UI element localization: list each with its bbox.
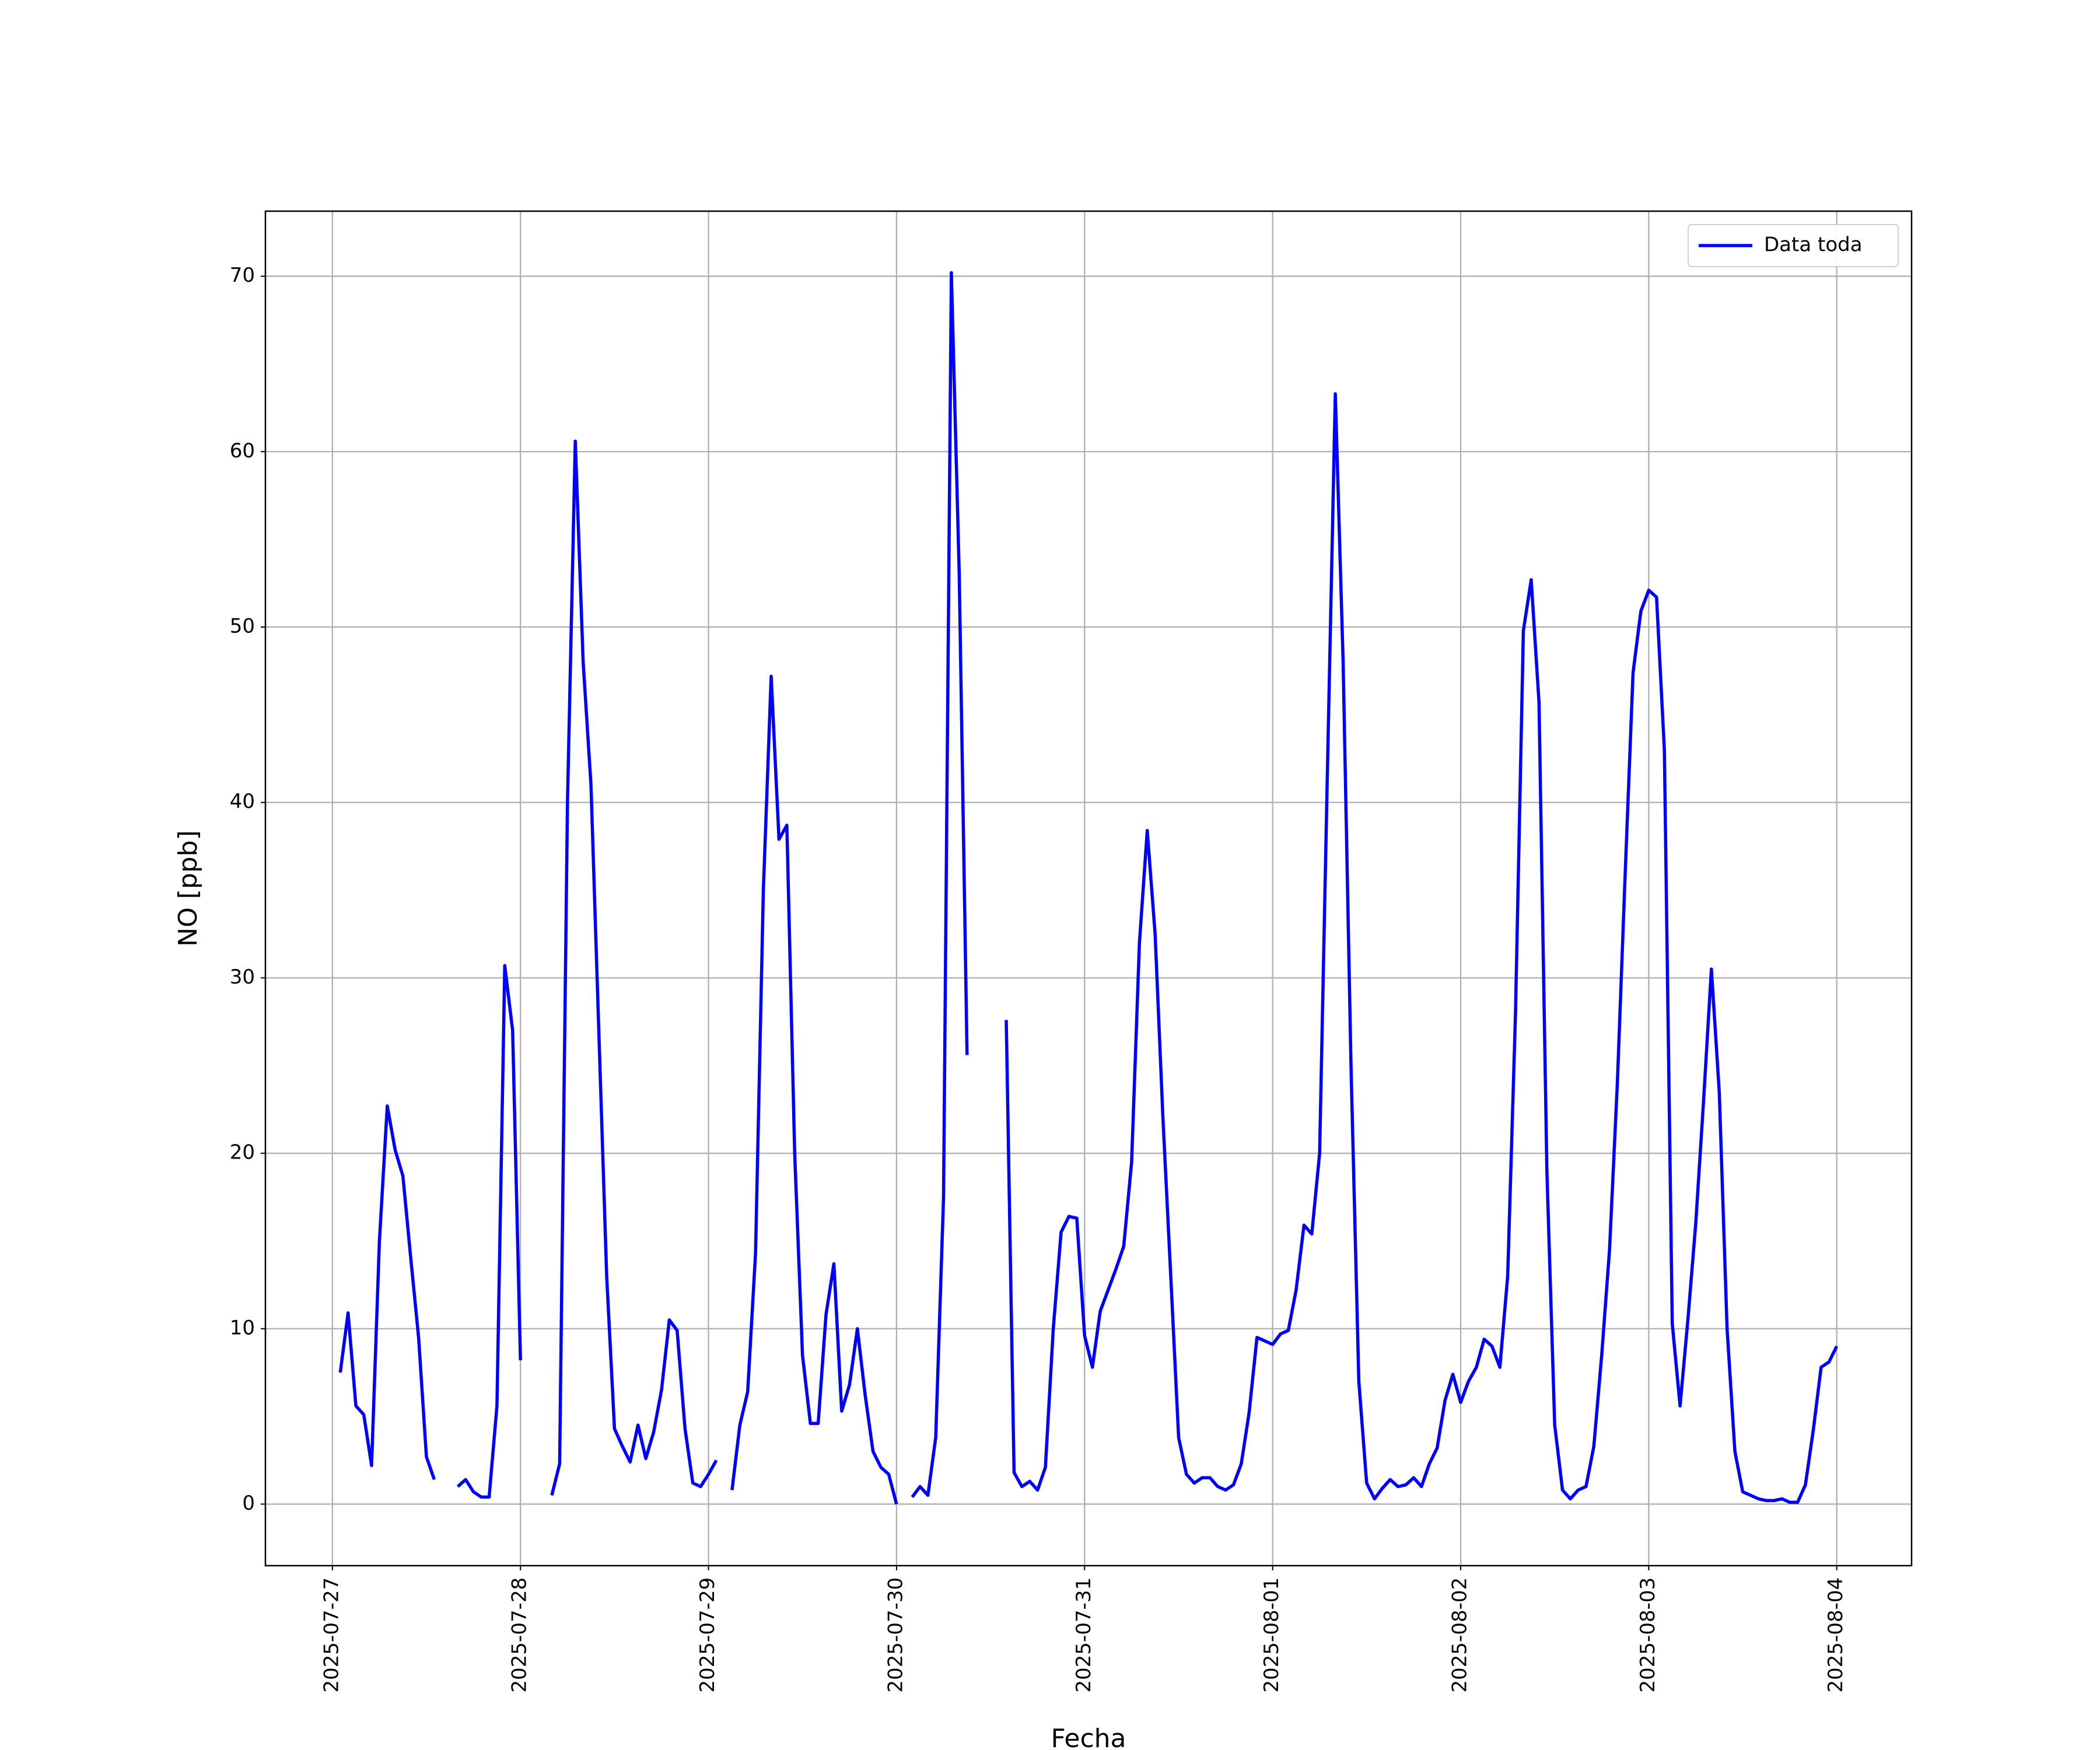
x-tick-label: 2025-07-29: [696, 1577, 719, 1693]
x-axis-label: Fecha: [1051, 1724, 1126, 1750]
y-tick-label: 40: [230, 790, 255, 813]
x-tick-label: 2025-08-01: [1260, 1577, 1283, 1693]
y-tick-label: 70: [230, 264, 255, 287]
legend-label: Data toda: [1764, 233, 1863, 257]
legend-box: [1688, 224, 1899, 267]
x-tick-label: 2025-07-28: [508, 1577, 531, 1693]
y-tick-label: 20: [230, 1141, 255, 1164]
x-tick-label: 2025-07-31: [1072, 1577, 1096, 1693]
x-tick-label: 2025-07-27: [320, 1577, 343, 1693]
y-tick-label: 60: [230, 439, 255, 463]
legend: Data toda: [1688, 224, 1899, 267]
axes-frame: [264, 210, 1913, 1567]
x-tick-label: 2025-08-03: [1636, 1577, 1660, 1693]
x-tick-label: 2025-08-02: [1448, 1577, 1472, 1693]
data-line: [338, 271, 1839, 1505]
y-tick-label: 0: [242, 1492, 255, 1515]
y-axis-label: NO [ppb]: [173, 830, 203, 947]
y-tick-label: 10: [230, 1316, 255, 1339]
x-tick-label: 2025-08-04: [1824, 1577, 1847, 1693]
y-tick-label: 30: [230, 965, 255, 989]
y-tick-label: 50: [230, 614, 255, 638]
x-tick-label: 2025-07-30: [884, 1577, 907, 1693]
